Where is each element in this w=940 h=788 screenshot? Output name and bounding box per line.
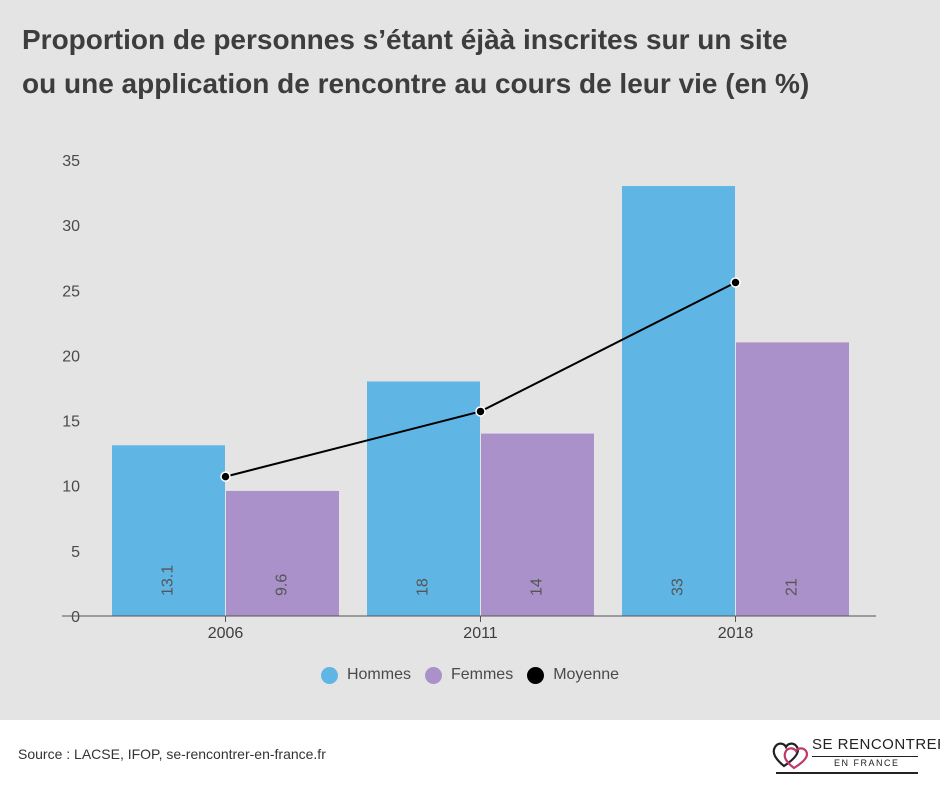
bar-hommes[interactable]	[367, 381, 480, 616]
bar-hommes[interactable]	[112, 445, 225, 616]
chart-title-line-1: Proportion de personnes s’étant éjàà ins…	[22, 24, 788, 55]
footer: Source : LACSE, IFOP, se-rencontrer-en-f…	[0, 720, 940, 788]
y-tick-label: 30	[62, 218, 80, 235]
bar-femmes[interactable]	[481, 433, 594, 616]
y-tick-label: 10	[62, 479, 80, 496]
hearts-icon	[772, 742, 809, 770]
bar-value-label: 18	[415, 578, 432, 596]
y-tick-label: 20	[62, 348, 80, 365]
bar-value-label: 33	[670, 578, 687, 596]
legend-item-femmes[interactable]: Femmes	[424, 666, 514, 684]
legend-swatch-moyenne	[527, 666, 545, 684]
y-axis-ticks: 0 5 10 15 20 25 30 35	[62, 153, 80, 626]
x-tick-label: 2011	[463, 625, 498, 642]
brand-logo[interactable]: SE RENCONTRER EN FRANCE	[772, 732, 940, 778]
logo-underline	[776, 772, 918, 774]
chart-title: Proportion de personnes s’étant éjàà ins…	[22, 18, 902, 106]
average-point[interactable]	[475, 406, 486, 417]
average-point[interactable]	[220, 471, 231, 482]
legend-swatch-femmes	[424, 666, 442, 684]
y-tick-label: 0	[71, 609, 80, 626]
legend-label-hommes: Hommes	[346, 666, 411, 683]
x-tick-label: 2006	[208, 625, 244, 642]
y-tick-label: 25	[62, 283, 80, 300]
legend-swatch-hommes	[320, 666, 338, 684]
bars	[112, 186, 849, 617]
x-axis-ticks: 2006 2011 2018	[208, 616, 754, 642]
logo-divider	[812, 756, 918, 757]
bar-femmes[interactable]	[226, 490, 339, 616]
legend-label-moyenne: Moyenne	[553, 666, 620, 683]
logo-text-line-2: EN FRANCE	[834, 758, 900, 768]
bar-value-label: 21	[784, 578, 801, 596]
bar-value-labels: 13.1 18 33 9.6 14 21	[160, 565, 801, 596]
y-tick-label: 35	[62, 153, 80, 170]
bar-hommes[interactable]	[622, 186, 735, 617]
y-tick-label: 15	[62, 414, 80, 431]
legend-item-moyenne[interactable]: Moyenne	[527, 666, 619, 684]
average-line-series	[220, 277, 741, 482]
bar-value-label: 13.1	[160, 565, 177, 596]
logo-text-line-1: SE RENCONTRER	[812, 736, 940, 753]
chart-legend: Hommes Femmes Moyenne	[0, 666, 940, 684]
source-note: Source : LACSE, IFOP, se-rencontrer-en-f…	[18, 746, 326, 762]
chart-title-line-2: ou une application de rencontre au cours…	[22, 68, 810, 99]
y-tick-label: 5	[71, 544, 80, 561]
bar-value-label: 14	[529, 578, 546, 596]
legend-item-hommes[interactable]: Hommes	[320, 666, 411, 684]
legend-label-femmes: Femmes	[450, 666, 514, 683]
bar-value-label: 9.6	[274, 574, 291, 596]
average-point[interactable]	[730, 277, 741, 288]
bar-femmes[interactable]	[736, 342, 849, 616]
x-tick-label: 2018	[718, 625, 754, 642]
